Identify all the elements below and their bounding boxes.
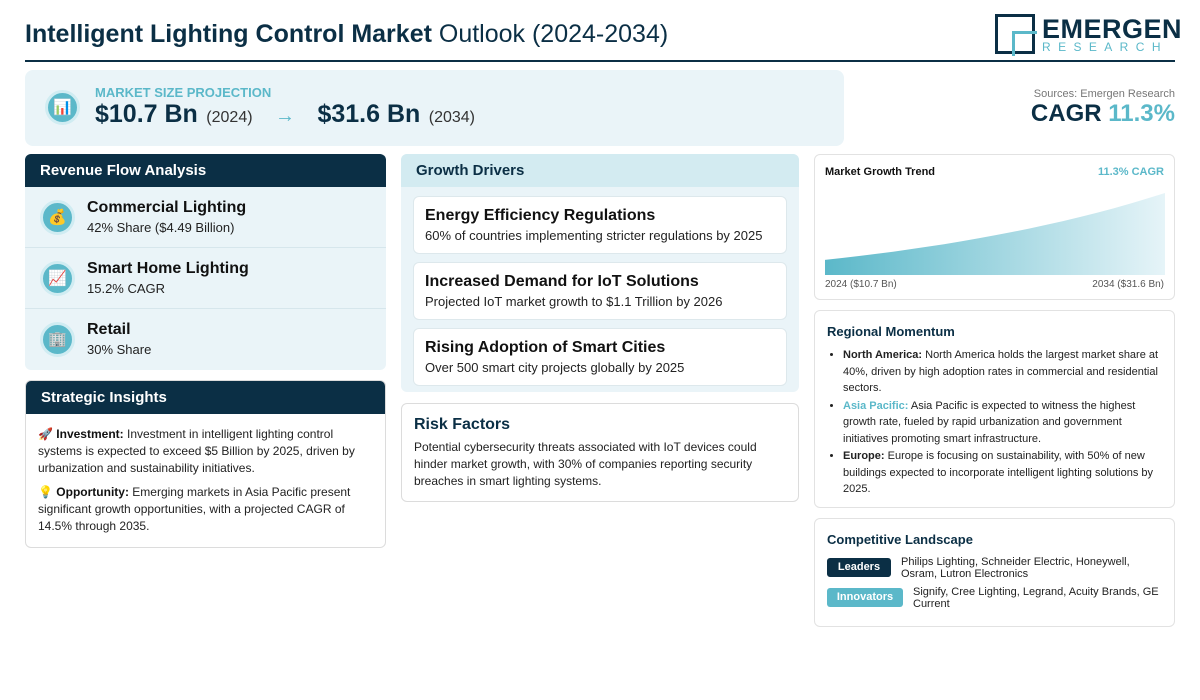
growth-area — [825, 193, 1165, 275]
region-item-north-america: North America: North America holds the l… — [843, 347, 1163, 397]
region-item-europe: Europe: Europe is focusing on sustainabi… — [843, 448, 1163, 498]
trend-chart-icon: 📈 — [40, 261, 75, 296]
revenue-item-retail: 🏢 Retail 30% Share — [25, 309, 386, 370]
strategic-insights-heading: Strategic Insights — [26, 381, 385, 414]
page-title-bold: Intelligent Lighting Control Market — [25, 20, 432, 48]
projection-end-year: (2034) — [428, 109, 475, 126]
revenue-item-commercial: 💰 Commercial Lighting 42% Share ($4.49 B… — [25, 187, 386, 248]
revenue-item-name: Smart Home Lighting — [87, 260, 249, 277]
lightbulb-icon: 💡 — [38, 485, 53, 499]
leaders-list: Philips Lighting, Schneider Electric, Ho… — [901, 556, 1130, 580]
insight-opportunity-label: Opportunity: — [56, 485, 129, 499]
innovators-badge: Innovators — [827, 588, 903, 607]
revenue-flow-heading: Revenue Flow Analysis — [25, 154, 386, 187]
driver-title: Rising Adoption of Smart Cities — [425, 339, 666, 356]
projection-start-value: $10.7 Bn — [95, 100, 198, 128]
page-title: Intelligent Lighting Control Market Outl… — [25, 20, 668, 49]
revenue-item-detail: 15.2% CAGR — [87, 281, 166, 296]
driver-card: Rising Adoption of Smart Cities Over 500… — [413, 328, 787, 386]
insight-opportunity-text: Emerging markets in Asia Pacific present… — [38, 485, 351, 533]
header-divider — [25, 60, 1175, 62]
risk-factors-panel: Risk Factors Potential cybersecurity thr… — [401, 403, 799, 502]
projection-end-value: $31.6 Bn — [317, 100, 421, 128]
cagr-summary: CAGR 11.3% — [1031, 100, 1175, 128]
innovators-list: Signify, Cree Lighting, Legrand, Acuity … — [913, 586, 1159, 610]
region-label: North America: — [843, 349, 923, 361]
money-bag-icon: 💰 — [40, 200, 75, 235]
risk-factors-heading: Risk Factors — [414, 416, 511, 433]
projection-label: MARKET SIZE PROJECTION — [95, 85, 272, 100]
growth-drivers-panel: Growth Drivers Energy Efficiency Regulat… — [401, 154, 799, 392]
logo-sub-text: RESEARCH — [1042, 40, 1168, 54]
region-text: Asia Pacific is expected to witness the … — [843, 399, 1136, 445]
regional-momentum-heading: Regional Momentum — [827, 324, 955, 339]
competitive-landscape-panel: Competitive Landscape Leaders Philips Li… — [814, 518, 1175, 627]
cagr-label: CAGR — [1030, 100, 1102, 127]
leaders-badge: Leaders — [827, 558, 891, 577]
projection-start-year: (2024) — [206, 109, 253, 126]
page-title-light: Outlook (2024-2034) — [438, 20, 669, 48]
growth-trend-chart — [825, 193, 1165, 275]
cagr-value: 11.3% — [1108, 100, 1175, 127]
region-item-asia-pacific: Asia Pacific: Asia Pacific is expected t… — [843, 398, 1163, 448]
insight-investment: 🚀 Investment: Investment in intelligent … — [38, 426, 373, 477]
logo-mark-icon — [995, 14, 1037, 56]
market-size-projection: 📊 MARKET SIZE PROJECTION $10.7 Bn (2024)… — [25, 70, 844, 146]
risk-factors-text: Potential cybersecurity threats associat… — [414, 440, 757, 488]
emergen-logo: EMERGEN RESEARCH — [995, 14, 1182, 56]
revenue-item-smart-home: 📈 Smart Home Lighting 15.2% CAGR — [25, 248, 386, 309]
growth-drivers-heading: Growth Drivers — [401, 154, 799, 187]
revenue-item-name: Commercial Lighting — [87, 199, 247, 216]
insight-opportunity: 💡 Opportunity: Emerging markets in Asia … — [38, 484, 373, 535]
regional-list: North America: North America holds the l… — [843, 347, 1163, 499]
driver-title: Increased Demand for IoT Solutions — [425, 273, 699, 290]
sources-text: Sources: Emergen Research — [1033, 88, 1175, 100]
market-growth-trend-panel: Market Growth Trend 11.3% CAGR 2024 ($10… — [814, 154, 1175, 300]
trend-start-label: 2024 ($10.7 Bn) — [825, 279, 897, 290]
competitive-landscape-heading: Competitive Landscape — [827, 532, 973, 547]
driver-title: Energy Efficiency Regulations — [425, 207, 656, 224]
insight-investment-label: Investment: — [56, 427, 124, 441]
driver-card: Energy Efficiency Regulations 60% of cou… — [413, 196, 787, 254]
projection-values: $10.7 Bn (2024) → $31.6 Bn (2034) — [95, 100, 475, 129]
revenue-item-detail: 42% Share ($4.49 Billion) — [87, 220, 235, 235]
driver-detail: Over 500 smart city projects globally by… — [425, 360, 685, 375]
region-text: Europe is focusing on sustainability, wi… — [843, 450, 1154, 495]
rocket-icon: 🚀 — [38, 427, 53, 441]
trend-heading: Market Growth Trend — [825, 166, 936, 178]
driver-detail: Projected IoT market growth to $1.1 Tril… — [425, 294, 723, 309]
revenue-item-detail: 30% Share — [87, 342, 152, 357]
building-icon: 🏢 — [40, 322, 75, 357]
revenue-flow-panel: Revenue Flow Analysis 💰 Commercial Light… — [25, 154, 386, 370]
region-text: North America holds the largest market s… — [843, 349, 1159, 394]
revenue-item-name: Retail — [87, 321, 131, 338]
trend-end-label: 2034 ($31.6 Bn) — [1092, 279, 1164, 290]
logo-main-text: EMERGEN — [1042, 14, 1183, 44]
strategic-insights-panel: Strategic Insights 🚀 Investment: Investm… — [25, 380, 386, 548]
arrow-right-icon: → — [275, 105, 295, 127]
bar-chart-icon: 📊 — [45, 90, 80, 125]
insight-investment-text: Investment in intelligent lighting contr… — [38, 427, 355, 475]
region-label: Asia Pacific: — [843, 399, 909, 412]
driver-detail: 60% of countries implementing stricter r… — [425, 228, 763, 243]
regional-momentum-panel: Regional Momentum North America: North A… — [814, 310, 1175, 508]
driver-card: Increased Demand for IoT Solutions Proje… — [413, 262, 787, 320]
region-label: Europe: — [843, 450, 885, 462]
trend-cagr-label: 11.3% CAGR — [1097, 166, 1164, 178]
